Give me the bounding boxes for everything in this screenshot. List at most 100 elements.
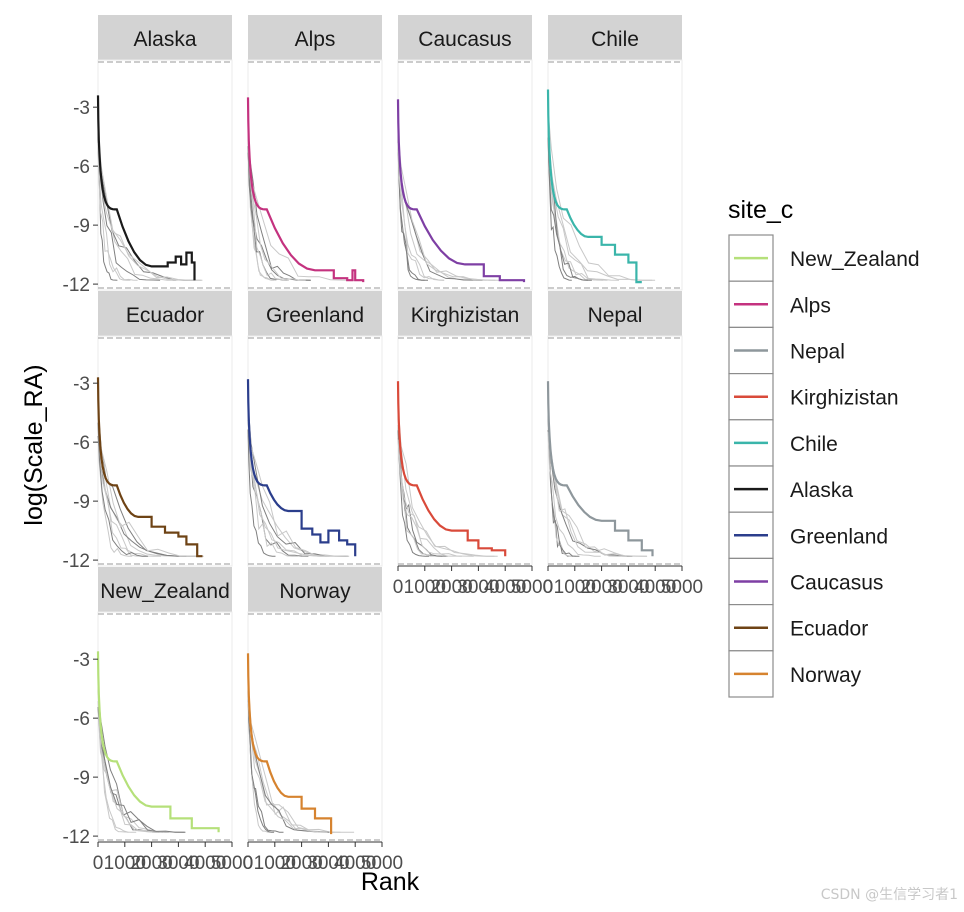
strip-new-zealand (98, 567, 232, 612)
legend-label-alaska: Alaska (790, 479, 853, 502)
strip-ecuador (98, 291, 232, 336)
x-tick-label: 3000 (457, 577, 499, 598)
sample-line (97, 675, 137, 833)
y-tick-label: -3 (73, 374, 90, 395)
strip-label-new-zealand: New_Zealand (100, 580, 230, 603)
sample-line (247, 429, 330, 557)
y-tick-label: -9 (73, 216, 90, 237)
strip-label-caucasus: Caucasus (418, 28, 511, 51)
x-tick-label: 5000 (361, 853, 403, 874)
x-tick-label: 2000 (430, 577, 472, 598)
strip-alps (248, 15, 382, 60)
sample-line (547, 432, 647, 557)
x-tick-label: 0 (93, 853, 104, 874)
sample-line (547, 410, 580, 557)
sample-line (247, 142, 355, 281)
series-line-ecuador (96, 377, 203, 558)
x-tick-label: 5000 (211, 853, 253, 874)
sample-line (547, 430, 633, 557)
sample-line (247, 429, 276, 557)
x-tick-label: 5000 (511, 577, 553, 598)
y-tick-label: -12 (63, 551, 90, 572)
sample-line (547, 109, 656, 281)
sample-line (397, 439, 462, 557)
sample-line (247, 674, 271, 833)
legend-label-nepal: Nepal (790, 341, 845, 364)
legend-label-ecuador: Ecuador (790, 618, 868, 641)
strip-label-ecuador: Ecuador (126, 304, 204, 327)
sample-line (397, 130, 425, 281)
series-line-nepal (546, 381, 654, 557)
y-tick-label: -12 (63, 275, 90, 296)
y-tick-label: -12 (63, 827, 90, 848)
sample-line (547, 432, 601, 557)
sample-line (97, 137, 161, 281)
x-tick-label: 4000 (634, 577, 676, 598)
sample-line (97, 701, 169, 833)
strip-nepal (548, 291, 682, 336)
series-line-kirghizistan (396, 381, 507, 557)
series-line-greenland (246, 379, 357, 557)
x-tick-label: 3000 (307, 853, 349, 874)
panel-caucasus: Caucasus (396, 15, 533, 291)
sample-line (247, 419, 309, 557)
x-tick-label: 4000 (184, 853, 226, 874)
sample-line (97, 142, 131, 281)
x-tick-label: 0 (543, 577, 554, 598)
y-tick-label: -9 (73, 768, 90, 789)
x-tick-label: 1000 (254, 853, 296, 874)
sample-line (397, 417, 495, 557)
sample-line (247, 400, 350, 557)
legend: site_c New_Zealand Alps Nepal Kirghizistan Ch… (728, 196, 920, 698)
panel-alps: Alps (246, 15, 383, 291)
x-tick-label: 2000 (580, 577, 622, 598)
series-line-chile (546, 89, 642, 284)
legend-label-kirghizistan: Kirghizistan (790, 387, 899, 410)
sample-line (97, 678, 129, 833)
sample-line (247, 675, 275, 833)
strip-caucasus (398, 15, 532, 60)
sample-line (547, 137, 589, 281)
y-tick-label: -6 (73, 157, 90, 178)
y-tick-label: -6 (73, 709, 90, 730)
x-tick-label: 5000 (661, 577, 703, 598)
strip-alaska (98, 15, 232, 60)
y-tick-label: -3 (73, 98, 90, 119)
sample-line (397, 143, 445, 281)
legend-label-new-zealand: New_Zealand (790, 248, 920, 271)
x-tick-label: 1000 (104, 853, 146, 874)
series-line-norway (246, 653, 333, 835)
legend-title: site_c (728, 196, 793, 224)
sample-line (247, 119, 306, 281)
y-axis-title: log(Scale_RA) (20, 364, 48, 525)
y-tick-label: -6 (73, 433, 90, 454)
x-tick-label: 2000 (130, 853, 172, 874)
series-line-caucasus (396, 99, 526, 283)
sample-line (247, 697, 328, 833)
watermark-text: CSDN @生信学习者1 (820, 887, 958, 903)
sample-line (97, 141, 138, 281)
panel-new-zealand: New_Zealand-3-6-9-120 1000200030004000500… (63, 567, 253, 874)
x-tick-label: 4000 (334, 853, 376, 874)
y-tick-label: -9 (73, 492, 90, 513)
strip-kirghizistan (398, 291, 532, 336)
panel-greenland: Greenland (246, 291, 383, 567)
strip-label-alaska: Alaska (133, 28, 196, 51)
strip-label-greenland: Greenland (266, 304, 364, 327)
strip-label-norway: Norway (279, 580, 351, 603)
panel-chile: Chile (546, 15, 683, 291)
legend-label-chile: Chile (790, 433, 838, 456)
series-line-alaska (96, 95, 196, 281)
legend-label-caucasus: Caucasus (790, 572, 883, 595)
panel-background (247, 335, 383, 567)
strip-label-nepal: Nepal (588, 304, 643, 327)
x-tick-label: 3000 (607, 577, 649, 598)
strip-chile (548, 15, 682, 60)
strip-label-kirghizistan: Kirghizistan (411, 304, 520, 327)
legend-label-norway: Norway (790, 664, 862, 687)
sample-line (97, 407, 204, 557)
